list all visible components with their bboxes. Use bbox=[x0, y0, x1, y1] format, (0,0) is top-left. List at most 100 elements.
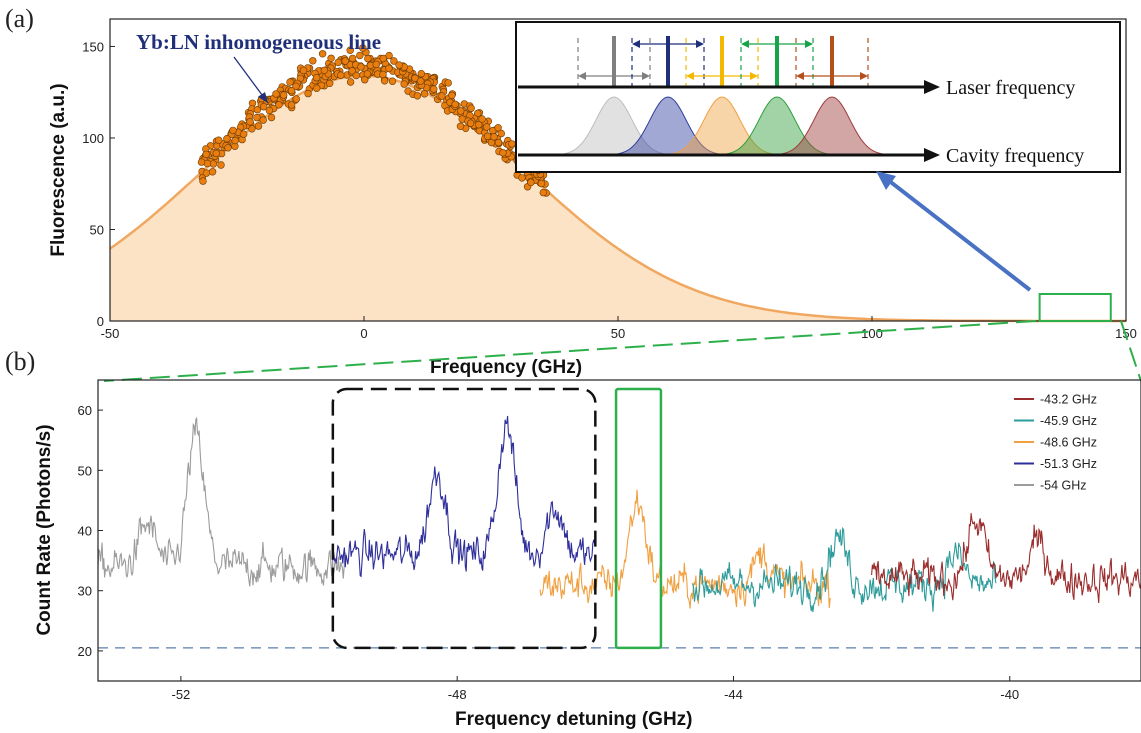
annotation-label: Yb:LN inhomogeneous line bbox=[136, 30, 381, 54]
highlight-boxes bbox=[331, 387, 663, 650]
inset-diagram: Laser frequency Cavity frequency bbox=[515, 21, 1121, 173]
data-point bbox=[475, 120, 483, 129]
data-point bbox=[457, 107, 465, 115]
zoom-region-box bbox=[1038, 293, 1112, 322]
scan-arrowhead bbox=[642, 72, 650, 80]
data-point bbox=[483, 123, 491, 131]
data-point bbox=[380, 77, 389, 85]
data-point bbox=[267, 113, 276, 122]
data-point bbox=[202, 150, 210, 159]
legend-label: -51.3 GHz bbox=[1040, 457, 1097, 471]
data-point bbox=[478, 115, 486, 123]
data-point bbox=[346, 78, 355, 86]
x-tick-label-b: -40 bbox=[1000, 687, 1019, 702]
data-point bbox=[254, 122, 263, 130]
highlight-box bbox=[614, 387, 663, 650]
series-trace bbox=[871, 513, 1141, 604]
data-point bbox=[379, 54, 387, 63]
scan-arrowhead bbox=[686, 72, 694, 80]
data-point bbox=[259, 116, 267, 124]
data-point bbox=[346, 46, 354, 54]
highlight-box bbox=[331, 387, 597, 650]
data-point bbox=[390, 57, 398, 65]
legend-label: -54 GHz bbox=[1040, 479, 1087, 493]
data-point bbox=[527, 178, 535, 187]
data-point bbox=[385, 51, 393, 60]
data-point bbox=[348, 54, 357, 63]
scan-arrowhead bbox=[632, 40, 640, 48]
inset-pointer-arrow bbox=[886, 178, 1032, 292]
scan-arrowhead bbox=[860, 72, 868, 80]
data-point bbox=[341, 57, 349, 65]
data-point bbox=[388, 77, 397, 85]
data-point bbox=[352, 71, 360, 80]
data-point bbox=[357, 63, 365, 71]
data-point bbox=[537, 179, 546, 188]
y-tick-label-b: 60 bbox=[78, 403, 92, 418]
data-point bbox=[430, 85, 438, 93]
data-point bbox=[231, 136, 239, 145]
data-point bbox=[292, 95, 300, 103]
data-point bbox=[444, 79, 452, 87]
x-tick-label-a: -50 bbox=[101, 326, 120, 341]
data-point bbox=[467, 104, 475, 112]
data-point bbox=[202, 169, 211, 177]
data-point bbox=[265, 106, 274, 115]
data-point bbox=[497, 129, 505, 138]
series-trace bbox=[98, 416, 348, 587]
data-point bbox=[320, 66, 329, 75]
data-point bbox=[275, 101, 283, 109]
data-point bbox=[494, 138, 503, 147]
cavity-axis-arrowhead bbox=[924, 148, 940, 162]
data-point bbox=[411, 74, 419, 82]
laser-frequency-label: Laser frequency bbox=[946, 77, 1075, 99]
y-tick-label-b: 40 bbox=[78, 524, 92, 539]
data-point bbox=[364, 54, 372, 63]
data-point bbox=[494, 124, 502, 132]
data-point bbox=[400, 80, 408, 88]
inset-pointer-arrowhead bbox=[876, 171, 896, 190]
data-point bbox=[448, 91, 456, 100]
series-trace bbox=[332, 415, 596, 578]
data-point bbox=[518, 174, 526, 182]
data-point bbox=[451, 100, 459, 109]
data-point bbox=[212, 149, 221, 158]
series-trace bbox=[539, 489, 831, 609]
data-point bbox=[490, 133, 498, 141]
x-tick-label-a: 0 bbox=[360, 326, 367, 341]
data-point bbox=[272, 90, 280, 98]
x-axis-label-b: Frequency detuning (GHz) bbox=[455, 709, 693, 730]
data-point bbox=[499, 149, 507, 157]
laser-axis-arrowhead bbox=[924, 80, 940, 94]
fit-fill bbox=[110, 75, 1126, 321]
data-point bbox=[253, 113, 261, 122]
zoom-connector-right bbox=[1120, 320, 1141, 382]
y-tick-label-b: 20 bbox=[78, 644, 92, 659]
data-point bbox=[292, 82, 300, 90]
data-point bbox=[286, 78, 294, 86]
x-axis-label-a: Frequency (GHz) bbox=[430, 357, 582, 378]
scan-arrowhead bbox=[741, 40, 749, 48]
panel-label-a: (a) bbox=[5, 4, 34, 33]
axis-a-ticks: -50050100150050100150 bbox=[82, 39, 1137, 341]
data-point bbox=[420, 90, 429, 98]
data-point bbox=[318, 50, 327, 58]
series-trace bbox=[691, 526, 997, 613]
data-point bbox=[359, 44, 367, 52]
y-axis-label-a: Fluorescence (a.u.) bbox=[48, 83, 69, 256]
data-point bbox=[456, 122, 465, 131]
scan-arrowhead bbox=[578, 72, 586, 80]
data-point bbox=[304, 89, 312, 98]
zoom-connector-left bbox=[103, 320, 1037, 382]
data-point bbox=[379, 70, 387, 79]
y-tick-label-a: 150 bbox=[82, 39, 104, 54]
y-tick-label-b: 30 bbox=[78, 584, 92, 599]
data-point bbox=[208, 168, 217, 176]
scan-arrowhead bbox=[796, 72, 804, 80]
data-point bbox=[508, 140, 516, 148]
legend-label: -48.6 GHz bbox=[1040, 436, 1097, 450]
panel-label-b: (b) bbox=[5, 347, 35, 376]
inset-frame bbox=[515, 21, 1121, 173]
data-point bbox=[223, 135, 231, 143]
